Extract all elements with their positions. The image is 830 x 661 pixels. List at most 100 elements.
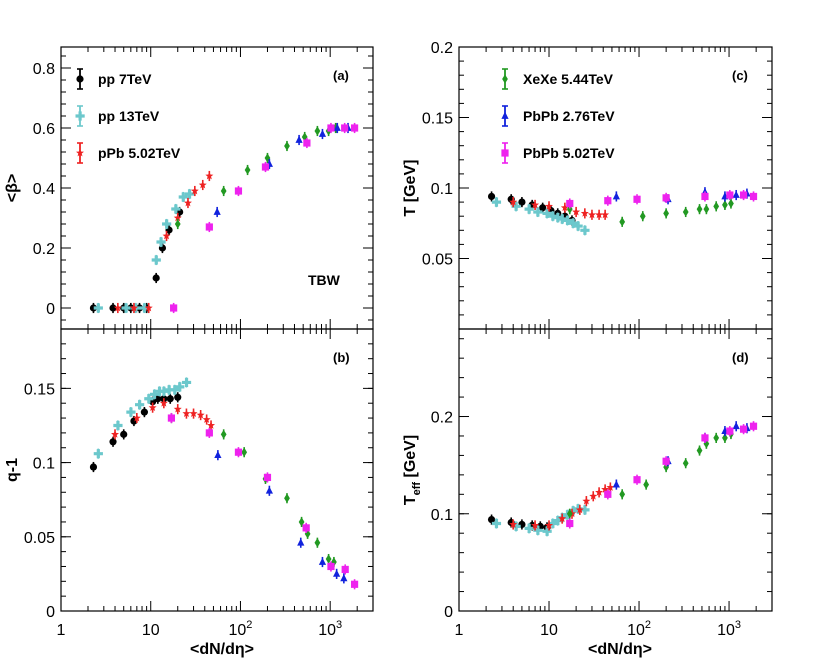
data-point: [487, 192, 496, 201]
data-point: [619, 489, 626, 499]
data-point: [156, 237, 166, 247]
data-point: [553, 515, 563, 526]
data-point: [562, 215, 573, 226]
y-axis-title: <β>: [4, 174, 21, 202]
panel-tag: (c): [732, 68, 748, 83]
data-point: [220, 186, 227, 196]
data-point: [560, 203, 569, 212]
data-point: [318, 557, 327, 565]
x-tick-label: 1: [455, 622, 464, 639]
data-point: [333, 123, 341, 131]
data-point: [568, 506, 578, 516]
data-point: [696, 204, 703, 214]
data-point: [589, 492, 598, 500]
data-point: [144, 394, 154, 404]
series-pPb502: [111, 398, 216, 440]
x-tick-label: 103: [717, 619, 741, 639]
x-tick-exponent: 2: [246, 619, 252, 631]
data-point: [518, 198, 526, 206]
data-point: [173, 213, 182, 222]
y-tick-label: 0.6: [33, 121, 55, 138]
data-point: [509, 520, 518, 528]
plot-frame: [60, 328, 374, 612]
data-points: [89, 377, 359, 590]
data-point: [140, 408, 148, 416]
y-tick-label: 0.1: [431, 507, 453, 524]
y-tick-label: 0.8: [33, 61, 55, 78]
data-point: [701, 434, 709, 442]
data-point: [341, 565, 349, 574]
data-point: [531, 200, 540, 209]
data-point: [302, 524, 310, 532]
data-point: [120, 430, 128, 438]
data-point: [135, 400, 145, 410]
panel-annotation: TBW: [308, 272, 341, 288]
series-PbPb502: [566, 421, 758, 529]
data-point: [601, 485, 610, 493]
data-point: [181, 377, 192, 388]
data-point: [162, 219, 172, 229]
data-point: [524, 204, 534, 214]
legend-marker: [75, 111, 85, 121]
data-point: [162, 231, 171, 240]
y-tick-label: 0: [444, 604, 453, 621]
data-point: [331, 557, 337, 567]
y-tick-label: 0.05: [24, 530, 55, 547]
data-point: [612, 480, 620, 488]
data-point: [703, 439, 710, 449]
data-point: [739, 191, 748, 199]
data-point: [244, 165, 251, 175]
data-point: [739, 425, 748, 433]
panel-b: 1 10 102 103 0 0.05 0.1 0.15 q-1 (b): [4, 328, 374, 639]
x-axis-title: <dN/dη>: [588, 641, 652, 658]
series-PbPb502: [566, 189, 758, 209]
panel-c: 0.05 0.1 0.15 0.2 T [GeV] (c) XeXe 5.44TeV PbPb…: [402, 40, 773, 330]
data-point: [545, 202, 554, 210]
y-axis-title-unit: [GeV]: [402, 435, 419, 482]
data-points: [89, 122, 359, 314]
data-point: [601, 210, 610, 219]
data-point: [202, 415, 211, 423]
data-point: [170, 385, 180, 395]
data-point: [166, 395, 174, 403]
data-point: [595, 210, 604, 219]
legend-entry: PbPb 5.02TeV: [501, 142, 615, 164]
data-point: [183, 198, 192, 207]
data-point: [196, 410, 205, 419]
data-point: [234, 448, 243, 456]
data-point: [662, 457, 670, 465]
series-pPb502: [509, 197, 610, 220]
data-point: [558, 514, 567, 523]
y-axis-title: T [GeV]: [402, 160, 419, 217]
data-point: [314, 126, 321, 136]
legend-entry: XeXe 5.44TeV: [502, 68, 614, 90]
data-point: [722, 200, 728, 210]
panel-tag: (d): [732, 350, 749, 365]
data-point: [604, 490, 612, 498]
x-axis-title-right: <dN/dη>: [588, 641, 652, 658]
data-point: [732, 190, 740, 198]
data-point: [109, 438, 117, 446]
data-point: [284, 493, 290, 503]
data-point: [327, 562, 335, 571]
x-tick-label: 102: [627, 619, 651, 639]
data-point: [713, 433, 720, 443]
data-point: [325, 554, 332, 564]
legend: XeXe 5.44TeV PbPb 2.76TeV PbPb 5.02TeV: [501, 68, 615, 164]
data-point: [261, 163, 270, 171]
data-point: [350, 580, 359, 588]
data-points: [487, 187, 758, 236]
data-point: [511, 201, 521, 211]
data-point: [533, 207, 543, 217]
panel-d: 1 10 102 103 0 0.1 0.2 Teff [GeV] (d): [402, 328, 773, 639]
data-point: [171, 204, 181, 214]
data-point: [205, 223, 213, 231]
y-tick-label: 0: [46, 301, 55, 318]
legend-label: PbPb 2.76TeV: [523, 108, 615, 124]
data-point: [263, 473, 272, 482]
series-pp13: [491, 197, 590, 236]
legend-marker: [502, 74, 508, 84]
data-point: [205, 171, 214, 180]
series-PbPb276: [213, 122, 352, 218]
series-PbPb502: [170, 122, 359, 314]
